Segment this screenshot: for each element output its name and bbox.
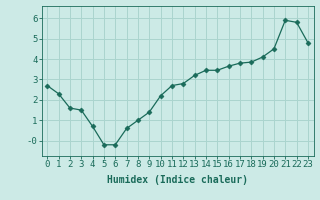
X-axis label: Humidex (Indice chaleur): Humidex (Indice chaleur)	[107, 175, 248, 185]
